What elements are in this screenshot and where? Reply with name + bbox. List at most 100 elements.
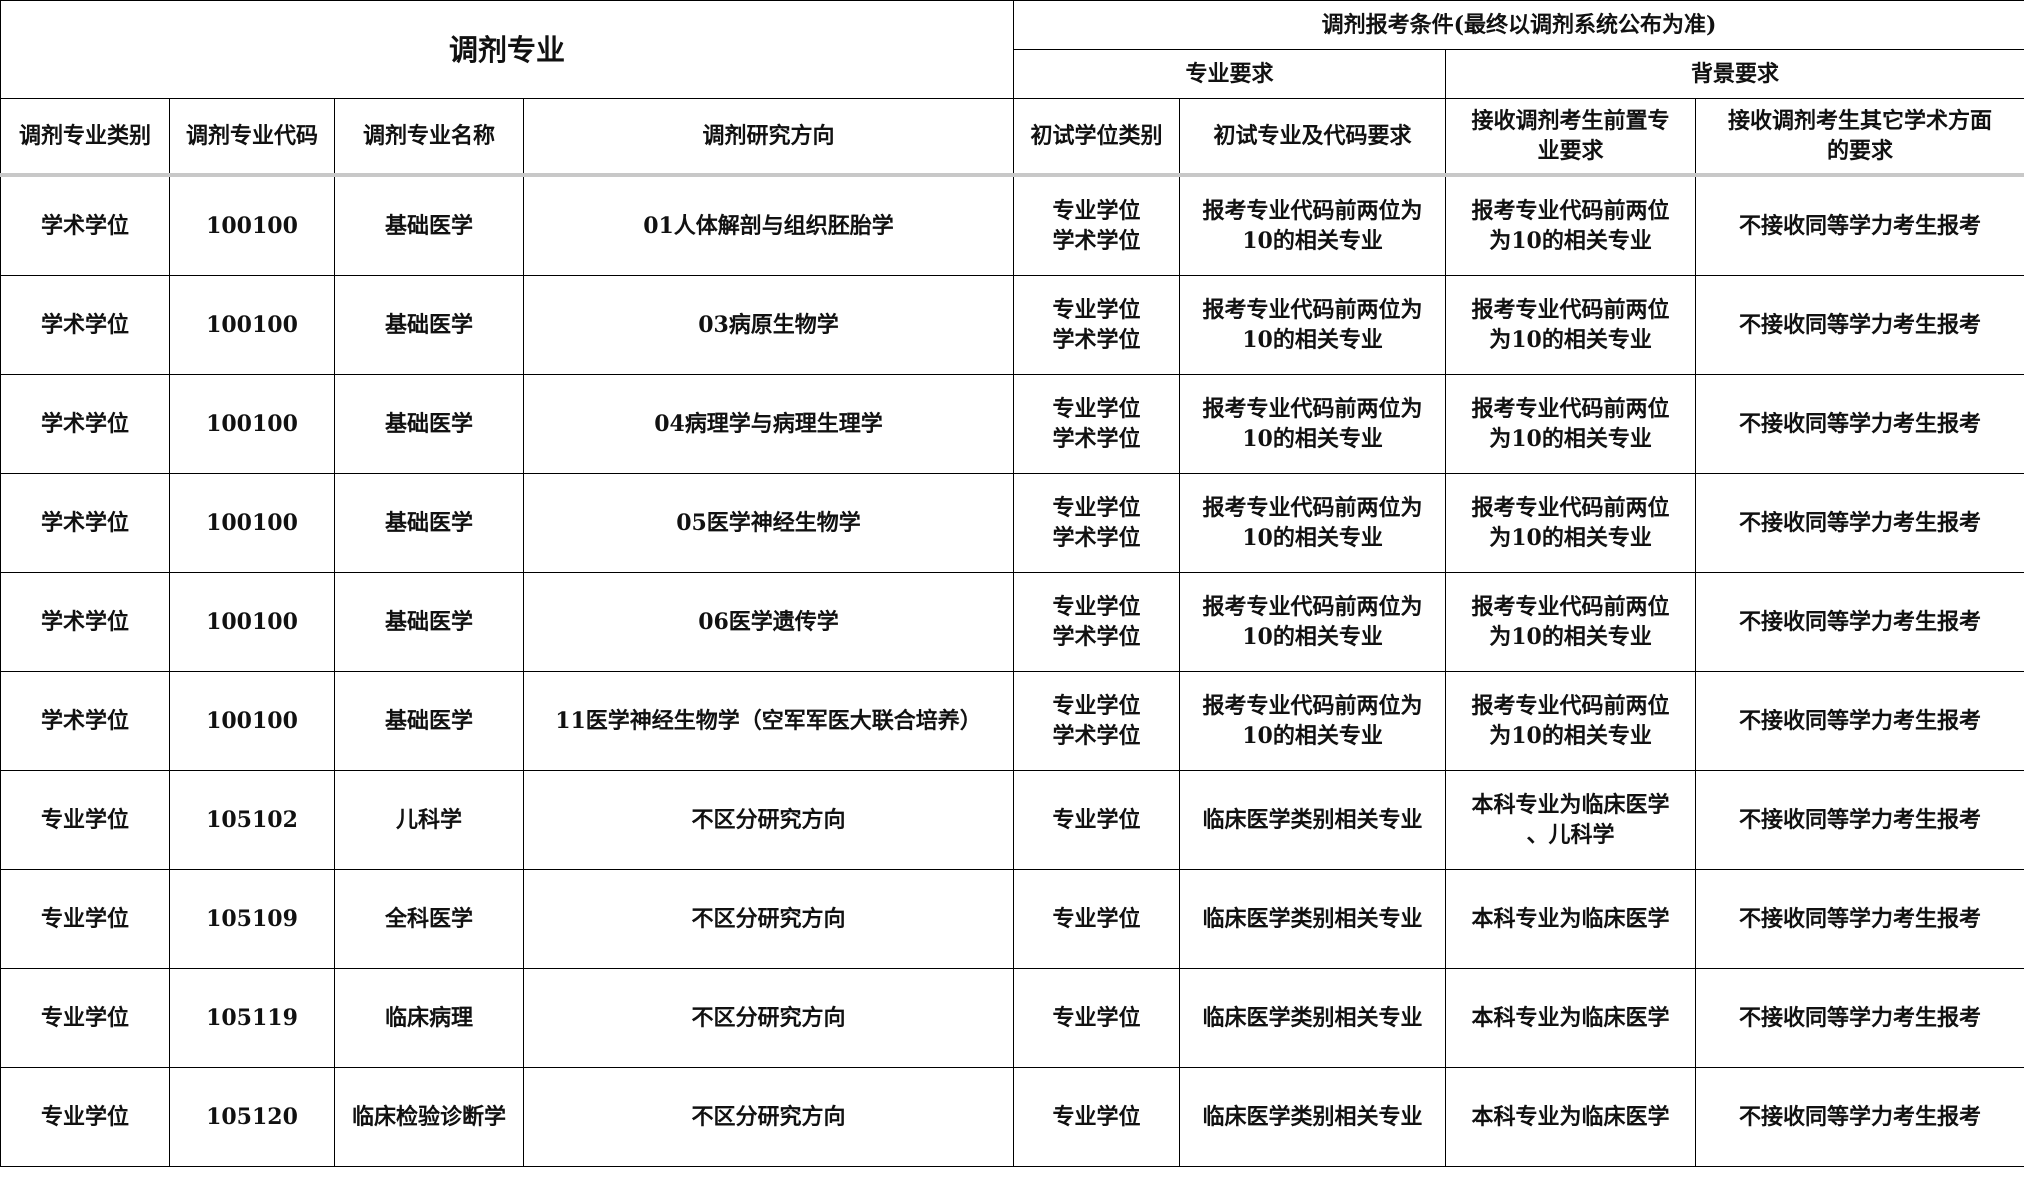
table-cell: 专业学位 学术学位 [1013,473,1181,573]
table-cell: 学术学位 [0,671,170,771]
table-cell: 儿科学 [334,770,524,870]
table-cell: 105119 [169,968,335,1068]
table-cell: 本科专业为临床医学 [1445,869,1697,969]
table-cell: 100100 [169,275,335,375]
table-row: 学术学位 100100 基础医学 03病原生物学 专业学位 学术学位 报考专业代码前两位为… [0,275,2024,375]
table-cell: 学术学位 [0,275,170,375]
table-cell: 100100 [169,572,335,672]
table-cell: 报考专业代码前两位为 10的相关专业 [1179,174,1447,276]
table-cell: 基础医学 [334,174,524,276]
table-cell: 不区分研究方向 [522,869,1015,969]
column-header: 接收调剂考生前置专 业要求 [1445,98,1697,177]
table-cell: 学术学位 [0,174,170,276]
table-cell: 本科专业为临床医学 [1445,968,1697,1068]
table-cell: 不区分研究方向 [522,770,1015,870]
table-cell: 专业学位 [0,1067,170,1167]
table-cell: 专业学位 学术学位 [1013,374,1181,474]
table-cell: 01人体解剖与组织胚胎学 [522,174,1015,276]
table-cell: 专业学位 学术学位 [1013,174,1181,276]
table-cell: 100100 [169,374,335,474]
table-cell: 报考专业代码前两位 为10的相关专业 [1445,174,1697,276]
table-cell: 专业学位 学术学位 [1013,671,1181,771]
table-cell: 基础医学 [334,671,524,771]
table-cell: 报考专业代码前两位为 10的相关专业 [1179,275,1447,375]
table-cell: 报考专业代码前两位 为10的相关专业 [1445,473,1697,573]
table-cell: 不接收同等学力考生报考 [1695,374,2024,474]
table-row: 学术学位 100100 基础医学 04病理学与病理生理学 专业学位 学术学位 报考专业代码… [0,374,2024,474]
table-cell: 专业学位 [1013,1067,1181,1167]
table-cell: 不接收同等学力考生报考 [1695,275,2024,375]
column-header: 调剂专业类别 [0,98,170,177]
table-cell: 报考专业代码前两位为 10的相关专业 [1179,473,1447,573]
table-cell: 专业学位 [0,770,170,870]
subheader-background-requirements: 背景要求 [1445,49,2024,99]
column-header: 调剂研究方向 [522,98,1015,177]
table-cell: 本科专业为临床医学 、儿科学 [1445,770,1697,870]
column-header: 接收调剂考生其它学术方面 的要求 [1695,98,2024,177]
table-cell: 不接收同等学力考生报考 [1695,671,2024,771]
table-cell: 专业学位 [1013,770,1181,870]
table-cell: 不接收同等学力考生报考 [1695,473,2024,573]
table-cell: 报考专业代码前两位 为10的相关专业 [1445,275,1697,375]
table-cell: 专业学位 [0,968,170,1068]
table-cell: 11医学神经生物学（空军军医大联合培养） [522,671,1015,771]
table-cell: 学术学位 [0,374,170,474]
table-cell: 临床医学类别相关专业 [1179,770,1447,870]
table-row: 专业学位 105119 临床病理 不区分研究方向 专业学位 临床医学类别相关专业 本科专业为… [0,968,2024,1068]
table-cell: 本科专业为临床医学 [1445,1067,1697,1167]
table-row: 专业学位 105109 全科医学 不区分研究方向 专业学位 临床医学类别相关专业 本科专业为… [0,869,2024,969]
table-cell: 不接收同等学力考生报考 [1695,968,2024,1068]
subheader-major-requirements: 专业要求 [1013,49,1447,99]
table-cell: 报考专业代码前两位 为10的相关专业 [1445,374,1697,474]
table-row: 学术学位 100100 基础医学 01人体解剖与组织胚胎学 专业学位 学术学位 报考专业代… [0,174,2024,276]
table-cell: 105120 [169,1067,335,1167]
table-cell: 临床检验诊断学 [334,1067,524,1167]
table-cell: 报考专业代码前两位为 10的相关专业 [1179,374,1447,474]
table-cell: 临床医学类别相关专业 [1179,869,1447,969]
table-cell: 基础医学 [334,374,524,474]
table-cell: 基础医学 [334,473,524,573]
column-header: 初试学位类别 [1013,98,1181,177]
table-cell: 不区分研究方向 [522,1067,1015,1167]
table-cell: 不区分研究方向 [522,968,1015,1068]
table-row: 专业学位 105120 临床检验诊断学 不区分研究方向 专业学位 临床医学类别相关专业 本科… [0,1067,2024,1167]
table-cell: 学术学位 [0,473,170,573]
table-cell: 100100 [169,671,335,771]
table-cell: 学术学位 [0,572,170,672]
column-header: 调剂专业名称 [334,98,524,177]
table-cell: 100100 [169,174,335,276]
table-cell: 105109 [169,869,335,969]
table-cell: 临床病理 [334,968,524,1068]
table-cell: 全科医学 [334,869,524,969]
table-cell: 专业学位 [0,869,170,969]
column-header: 初试专业及代码要求 [1179,98,1447,177]
table-cell: 报考专业代码前两位为 10的相关专业 [1179,671,1447,771]
table-cell: 不接收同等学力考生报考 [1695,869,2024,969]
table-cell: 基础医学 [334,572,524,672]
table-cell: 04病理学与病理生理学 [522,374,1015,474]
table-cell: 专业学位 [1013,869,1181,969]
table-cell: 临床医学类别相关专业 [1179,1067,1447,1167]
table-cell: 报考专业代码前两位 为10的相关专业 [1445,671,1697,771]
table-cell: 不接收同等学力考生报考 [1695,572,2024,672]
table-cell: 100100 [169,473,335,573]
table-cell: 不接收同等学力考生报考 [1695,1067,2024,1167]
table-cell: 105102 [169,770,335,870]
table-cell: 报考专业代码前两位为 10的相关专业 [1179,572,1447,672]
group-header-major: 调剂专业 [0,0,1015,99]
group-header-conditions: 调剂报考条件(最终以调剂系统公布为准) [1013,0,2024,50]
column-header: 调剂专业代码 [169,98,335,177]
table-row: 专业学位 105102 儿科学 不区分研究方向 专业学位 临床医学类别相关专业 本科专业为临… [0,770,2024,870]
table-cell: 报考专业代码前两位 为10的相关专业 [1445,572,1697,672]
table-row: 学术学位 100100 基础医学 05医学神经生物学 专业学位 学术学位 报考专业代码前两… [0,473,2024,573]
table-cell: 专业学位 学术学位 [1013,275,1181,375]
table-cell: 基础医学 [334,275,524,375]
table-cell: 专业学位 学术学位 [1013,572,1181,672]
table-row: 学术学位 100100 基础医学 06医学遗传学 专业学位 学术学位 报考专业代码前两位为… [0,572,2024,672]
table-cell: 不接收同等学力考生报考 [1695,174,2024,276]
table-cell: 06医学遗传学 [522,572,1015,672]
table-cell: 不接收同等学力考生报考 [1695,770,2024,870]
table-row: 学术学位 100100 基础医学 11医学神经生物学（空军军医大联合培养） 专业学位 学… [0,671,2024,771]
table-cell: 临床医学类别相关专业 [1179,968,1447,1068]
